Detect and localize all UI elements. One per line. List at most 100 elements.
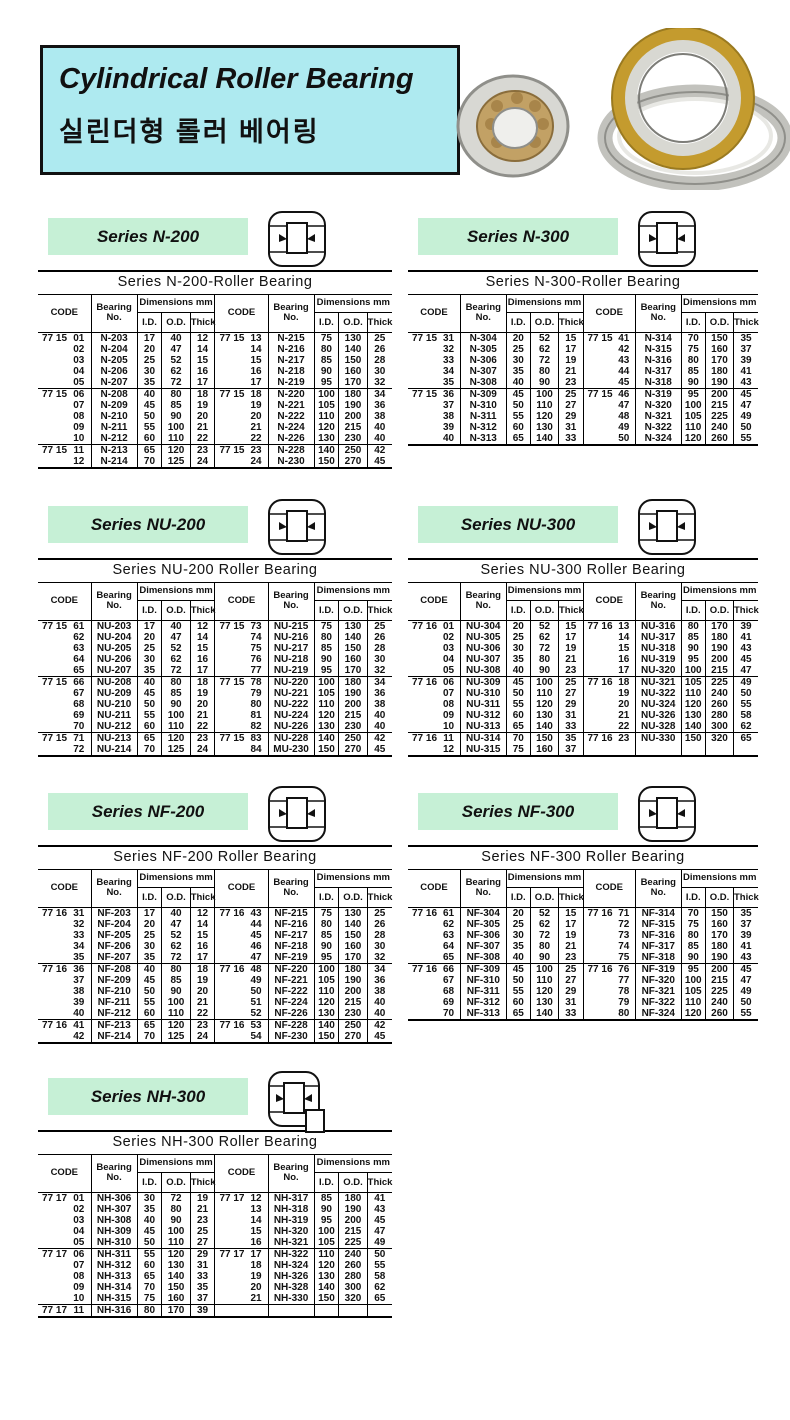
code-cell: 77 1640 <box>73 1007 85 1019</box>
col-header-code: CODE <box>408 294 461 333</box>
code-cell: 77 1677 <box>582 974 636 986</box>
table-row: 77 1642 NF-214701252477 1654NF-2301502704… <box>38 1030 392 1043</box>
id-cell: 20 <box>136 918 162 930</box>
id-cell: 75 <box>505 743 531 756</box>
bearing-no-cell: NF-209 <box>90 974 138 986</box>
thick-cell: 30 <box>366 653 392 665</box>
id-cell: 110 <box>313 1247 339 1260</box>
od-cell: 180 <box>338 675 368 688</box>
od-cell: 80 <box>161 387 191 400</box>
bearing-no-cell: N-215 <box>267 332 315 344</box>
id-cell: 90 <box>680 642 706 654</box>
od-cell: 200 <box>705 653 734 665</box>
bearing-no-cell: NU-219 <box>267 664 315 676</box>
code-cell: 77 1565 <box>73 664 85 676</box>
bearing-no-cell: NF-217 <box>267 929 315 941</box>
od-cell: 170 <box>338 951 368 963</box>
code-cell: 77 1568 <box>73 698 85 710</box>
col-header-od: O.D. <box>161 312 191 333</box>
bearing-no-cell: N-318 <box>635 376 681 388</box>
bearing-no-cell: N-226 <box>267 432 315 444</box>
bearing-no-cell: N-320 <box>635 399 681 411</box>
od-cell: 52 <box>161 354 191 366</box>
id-cell: 70 <box>680 907 706 919</box>
od-cell: 160 <box>338 653 368 665</box>
thick-cell: 45 <box>733 387 758 400</box>
thick-cell: 49 <box>733 410 758 422</box>
thick-cell: 27 <box>558 687 583 699</box>
id-cell: 85 <box>680 631 706 643</box>
thick-cell: 21 <box>189 996 215 1008</box>
code-cell: 77 1537 <box>442 399 455 411</box>
thick-cell: 21 <box>558 653 583 665</box>
id-cell: 50 <box>505 399 531 411</box>
id-cell <box>680 743 706 756</box>
bearing-no-cell: N-206 <box>90 365 138 377</box>
bearing-no-cell: N-309 <box>460 387 506 400</box>
code-cell: 77 1705 <box>73 1236 85 1248</box>
thick-cell: 21 <box>558 940 583 952</box>
id-cell: 70 <box>136 743 162 756</box>
od-cell: 190 <box>338 1203 368 1215</box>
col-header-thick: Thick <box>558 600 584 621</box>
code-cell: 77 1672 <box>582 918 636 930</box>
od-cell: 170 <box>161 1303 191 1317</box>
code-cell: 77 1651 <box>214 996 269 1008</box>
code-cell: 77 16 23 <box>582 731 636 744</box>
table-row: 77 17 11 NH-316 80 170 39 <box>38 1303 392 1317</box>
thick-cell: 25 <box>366 332 392 344</box>
thick-cell: 15 <box>189 929 215 941</box>
code-cell: 77 16 18 <box>582 675 636 688</box>
col-header-od: O.D. <box>338 312 368 333</box>
series-label-nf300: Series NF-300 <box>418 793 618 830</box>
thick-cell: 19 <box>189 687 215 699</box>
bearing-no-cell: N-230 <box>267 455 315 468</box>
table-row: 77 1639 NF-211551002177 1651NF-2241202154… <box>38 996 392 1008</box>
thick-cell: 42 <box>366 1018 392 1031</box>
id-cell: 35 <box>136 951 162 963</box>
code-cell: 77 1524 <box>214 455 269 468</box>
code-cell: 77 15 41 <box>582 332 636 344</box>
od-cell: 200 <box>338 698 368 710</box>
id-cell: 40 <box>136 387 162 400</box>
bearing-no-cell: N-212 <box>90 432 138 444</box>
od-cell: 90 <box>530 664 559 676</box>
bearing-no-cell: NU-322 <box>635 687 681 699</box>
od-cell: 260 <box>705 432 734 445</box>
id-cell: 25 <box>505 343 531 355</box>
table-row: 77 15 66 NU-208 40 80 18 77 15 78 NU-220 100 180 34 <box>38 675 392 688</box>
id-cell: 90 <box>680 376 706 388</box>
od-cell: 52 <box>161 642 191 654</box>
thick-cell: 21 <box>189 1203 215 1215</box>
bearing-no-cell: NU-220 <box>267 675 315 688</box>
code-cell <box>582 743 636 756</box>
id-cell: 70 <box>136 1030 162 1043</box>
bearing-cross-section-icon <box>636 785 698 848</box>
od-cell: 62 <box>161 940 191 952</box>
id-cell: 110 <box>680 687 706 699</box>
bearing-no-cell: NF-210 <box>90 985 138 997</box>
id-cell: 120 <box>313 996 339 1008</box>
bearing-no-cell: NU-307 <box>460 653 506 665</box>
bearing-no-cell: NF-206 <box>90 940 138 952</box>
id-cell: 60 <box>136 1007 162 1019</box>
bearing-cross-section-icon <box>266 1070 328 1145</box>
od-cell: 190 <box>705 951 734 963</box>
od-cell <box>705 743 734 756</box>
code-cell: 77 1514 <box>214 343 269 355</box>
od-cell: 130 <box>338 907 368 919</box>
col-header-dimensions: Dimensions mm <box>313 582 392 601</box>
id-cell: 35 <box>136 376 162 388</box>
od-cell: 90 <box>161 698 191 710</box>
od-cell: 180 <box>338 962 368 975</box>
thick-cell: 21 <box>558 365 583 377</box>
thick-cell: 31 <box>189 1259 215 1271</box>
bearing-no-cell: NF-310 <box>460 974 506 986</box>
